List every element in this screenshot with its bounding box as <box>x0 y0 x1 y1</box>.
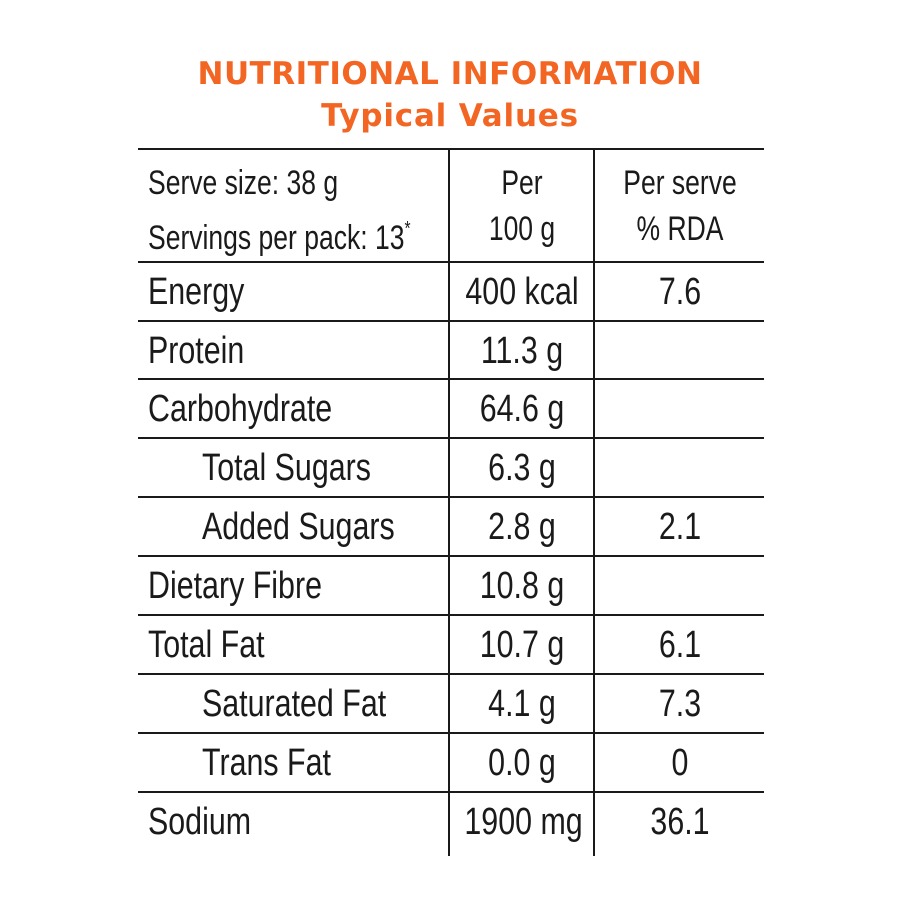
header-divider <box>138 261 764 263</box>
per-100g-value: 10.8 g <box>479 565 565 607</box>
rda-value: 36.1 <box>650 801 710 843</box>
label-subtitle: Typical Values <box>321 98 579 134</box>
label-title: NUTRITIONAL INFORMATION <box>197 56 703 92</box>
table-row-sodium: Sodium 1900 mg 36.1 <box>138 793 764 851</box>
rda-value: 0 <box>671 742 689 784</box>
rda-value <box>613 557 747 615</box>
servings-per-pack: Servings per pack: 13* <box>148 218 411 257</box>
per-100g-value: 4.1 g <box>488 683 556 725</box>
rda-value <box>613 439 747 497</box>
column-divider <box>448 148 450 856</box>
per-100g-value: 6.3 g <box>488 447 556 489</box>
table-top-border <box>138 148 764 150</box>
nutrient-label: Added Sugars <box>202 506 395 548</box>
row-divider <box>138 320 764 322</box>
rda-header: Per serve % RDA <box>623 164 737 248</box>
per-100g-value: 0.0 g <box>488 742 556 784</box>
table-row-added-sugars: Added Sugars 2.8 g 2.1 <box>138 498 764 556</box>
table-row-total-fat: Total Fat 10.7 g 6.1 <box>138 616 764 674</box>
table-row-saturated-fat: Saturated Fat 4.1 g 7.3 <box>138 675 764 733</box>
per-100g-value: 1900 mg <box>464 801 583 843</box>
nutrient-label: Energy <box>148 271 245 313</box>
nutrition-table: Serve size: 38 g Servings per pack: 13* … <box>138 148 764 856</box>
per-100g-value: 2.8 g <box>488 506 556 548</box>
per-100g-value: 11.3 g <box>480 330 564 372</box>
nutrient-label: Carbohydrate <box>148 388 333 430</box>
column-divider <box>593 148 595 856</box>
table-row-protein: Protein 11.3 g <box>138 322 764 380</box>
table-row-dietary-fibre: Dietary Fibre 10.8 g <box>138 557 764 615</box>
row-divider <box>138 791 764 793</box>
nutrient-label: Saturated Fat <box>202 683 387 725</box>
per-100g-value: 400 kcal <box>465 271 579 313</box>
row-divider <box>138 614 764 616</box>
row-divider <box>138 555 764 557</box>
nutrient-label: Total Fat <box>148 624 265 666</box>
table-row-carbohydrate: Carbohydrate 64.6 g <box>138 380 764 438</box>
serve-size: Serve size: 38 g <box>148 164 339 202</box>
nutrient-label: Protein <box>148 330 245 372</box>
nutrient-label: Dietary Fibre <box>148 565 322 607</box>
rda-value: 2.1 <box>658 506 702 548</box>
row-divider <box>138 732 764 734</box>
servings-footnote-mark: * <box>404 218 411 240</box>
row-divider <box>138 437 764 439</box>
nutrient-label: Trans Fat <box>202 742 331 784</box>
per-100g-value: 10.7 g <box>479 624 565 666</box>
nutrient-label: Sodium <box>148 801 252 843</box>
table-row-energy: Energy 400 kcal 7.6 <box>138 263 764 321</box>
per-100g-value: 64.6 g <box>479 388 565 430</box>
nutrient-label: Total Sugars <box>202 447 371 489</box>
row-divider <box>138 496 764 498</box>
rda-value: 6.1 <box>658 624 702 666</box>
table-row-total-sugars: Total Sugars 6.3 g <box>138 439 764 497</box>
rda-value <box>613 380 747 438</box>
rda-value <box>613 322 747 380</box>
table-row-trans-fat: Trans Fat 0.0 g 0 <box>138 734 764 792</box>
row-divider <box>138 673 764 675</box>
row-divider <box>138 378 764 380</box>
serving-info: Serve size: 38 g Servings per pack: 13* <box>148 160 411 261</box>
rda-value: 7.6 <box>658 271 702 313</box>
rda-value: 7.3 <box>658 683 702 725</box>
per-100g-header: Per 100 g <box>488 164 556 248</box>
